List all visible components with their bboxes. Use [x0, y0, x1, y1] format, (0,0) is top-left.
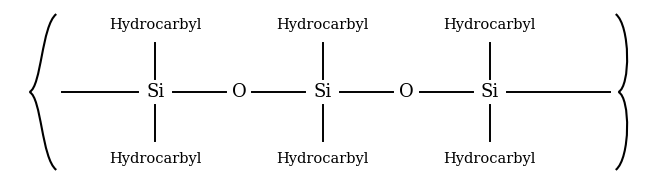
- Text: O: O: [399, 83, 414, 101]
- Text: Si: Si: [314, 83, 332, 101]
- Text: Hydrocarbyl: Hydrocarbyl: [444, 152, 536, 166]
- Text: Si: Si: [146, 83, 165, 101]
- Text: Hydrocarbyl: Hydrocarbyl: [109, 18, 202, 32]
- Text: Hydrocarbyl: Hydrocarbyl: [276, 18, 369, 32]
- Text: O: O: [232, 83, 247, 101]
- Text: Hydrocarbyl: Hydrocarbyl: [444, 18, 536, 32]
- Text: Hydrocarbyl: Hydrocarbyl: [109, 152, 202, 166]
- Text: Si: Si: [480, 83, 499, 101]
- Text: Hydrocarbyl: Hydrocarbyl: [276, 152, 369, 166]
